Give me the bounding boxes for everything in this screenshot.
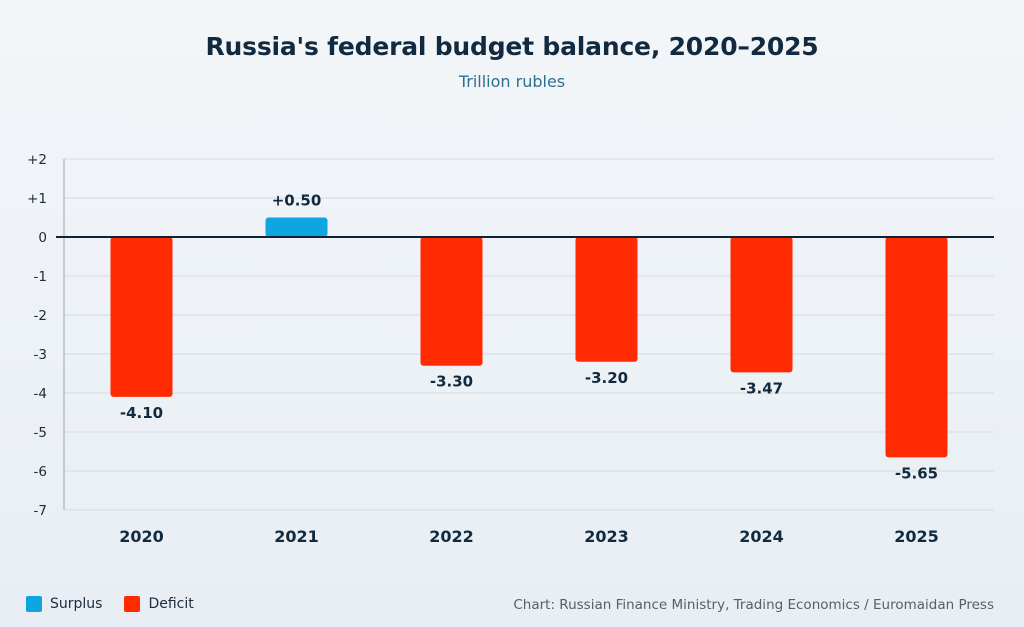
x-tick-label: 2023 [584, 527, 629, 546]
chart-title: Russia's federal budget balance, 2020–20… [205, 32, 819, 61]
bar [110, 237, 173, 397]
y-tick-label: -6 [34, 464, 47, 480]
x-tick-label: 2020 [119, 527, 164, 546]
bar-value-label: -5.65 [895, 464, 938, 482]
x-tick-label: 2022 [429, 527, 474, 546]
y-tick-label: -3 [34, 347, 47, 363]
legend-item-deficit: Deficit [124, 596, 194, 612]
x-tick-label: 2021 [274, 527, 319, 546]
bar-value-label: -3.20 [585, 369, 628, 387]
y-tick-label: -1 [34, 269, 47, 285]
bar [885, 237, 948, 458]
y-tick-label: -4 [34, 386, 47, 402]
y-tick-label: +2 [27, 152, 47, 168]
x-tick-label: 2025 [894, 527, 939, 546]
bar [730, 237, 793, 373]
bar-value-label: -4.10 [120, 404, 163, 422]
source-credit: Chart: Russian Finance Ministry, Trading… [513, 597, 994, 613]
legend-label-deficit: Deficit [148, 596, 194, 612]
y-tick-label: -5 [34, 425, 47, 441]
bar-value-label: -3.30 [430, 373, 473, 391]
bar-value-label: -3.47 [740, 379, 783, 397]
bar [265, 217, 328, 237]
bar [575, 237, 638, 362]
chart-subtitle: Trillion rubles [458, 72, 566, 91]
legend-swatch-deficit [124, 596, 141, 612]
bar-value-label: +0.50 [272, 192, 322, 210]
y-tick-label: -7 [34, 503, 47, 519]
y-tick-label: +1 [27, 191, 47, 207]
bar [420, 237, 483, 366]
y-tick-label: 0 [38, 230, 47, 246]
x-tick-label: 2024 [739, 527, 784, 546]
legend: Surplus Deficit [26, 596, 216, 612]
legend-swatch-surplus [26, 596, 42, 612]
y-tick-label: -2 [34, 308, 47, 324]
legend-item-surplus: Surplus [26, 596, 102, 612]
legend-label-surplus: Surplus [50, 596, 103, 612]
